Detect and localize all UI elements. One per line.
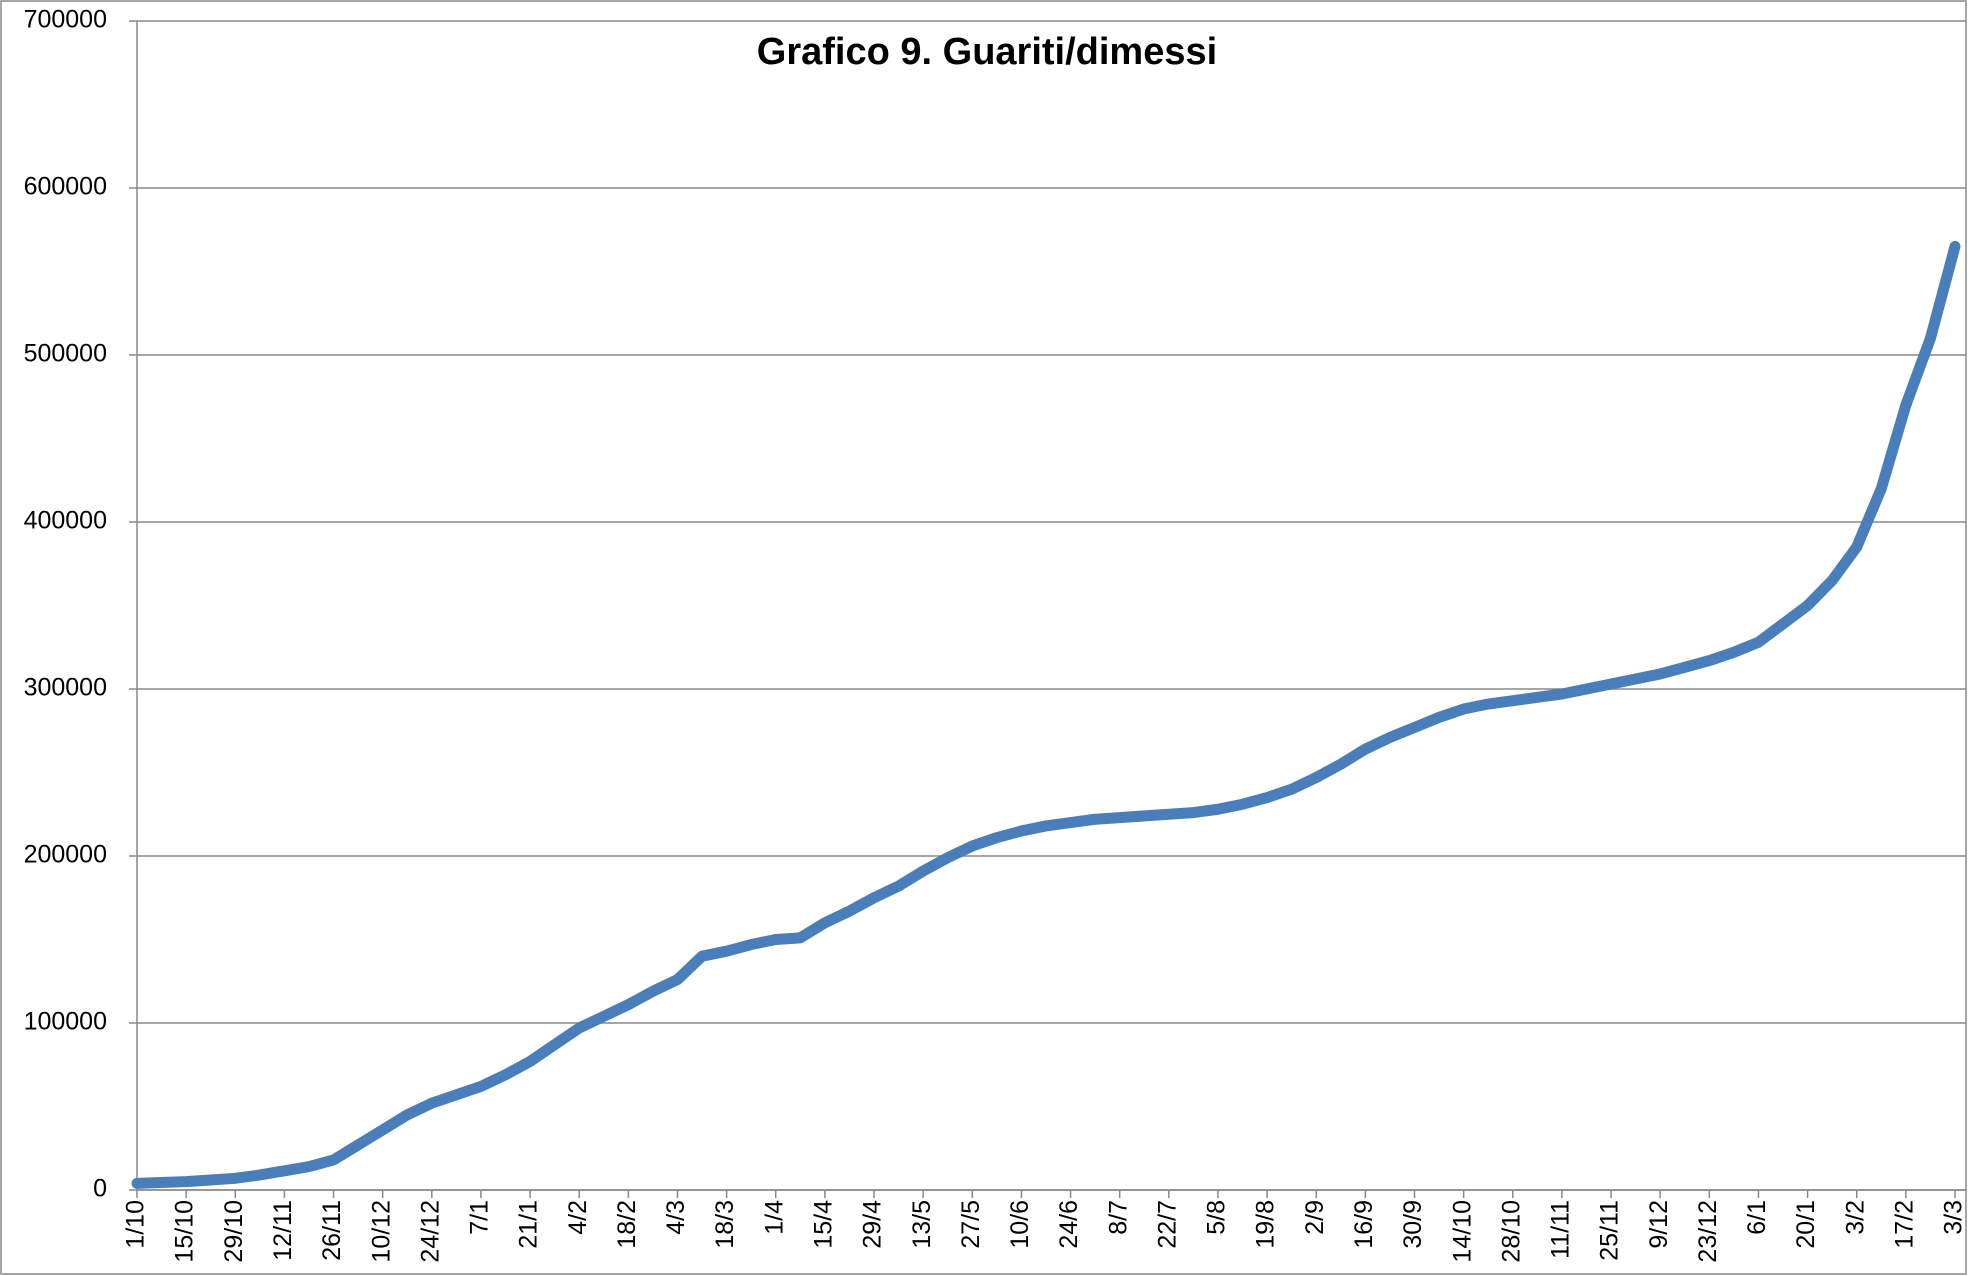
x-tick-label: 10/12 xyxy=(367,1200,395,1263)
y-tick-label: 100000 xyxy=(24,1008,107,1036)
y-tick-label: 700000 xyxy=(24,6,107,34)
x-tick-label: 12/11 xyxy=(269,1200,297,1261)
x-tick-label: 28/10 xyxy=(1497,1200,1525,1263)
x-tick-label: 16/9 xyxy=(1350,1200,1378,1249)
x-tick-label: 3/3 xyxy=(1940,1200,1968,1235)
x-tick-label: 24/6 xyxy=(1055,1200,1083,1249)
x-tick-label: 27/5 xyxy=(957,1200,985,1249)
x-tick-label: 23/12 xyxy=(1694,1200,1722,1263)
y-tick-label: 0 xyxy=(93,1175,107,1203)
x-tick-label: 18/2 xyxy=(613,1200,641,1249)
x-tick-label: 4/3 xyxy=(662,1200,690,1235)
y-tick-label: 300000 xyxy=(24,674,107,702)
x-tick-label: 25/11 xyxy=(1596,1200,1624,1261)
x-tick-label: 14/10 xyxy=(1448,1200,1476,1263)
x-tick-label: 29/10 xyxy=(220,1200,248,1263)
x-tick-label: 15/10 xyxy=(171,1200,199,1263)
x-tick-label: 10/6 xyxy=(1006,1200,1034,1249)
x-tick-label: 4/2 xyxy=(564,1200,592,1235)
x-tick-label: 3/2 xyxy=(1841,1200,1869,1235)
x-tick-label: 26/11 xyxy=(318,1200,346,1261)
y-tick-label: 500000 xyxy=(24,340,107,368)
chart-title: Grafico 9. Guariti/dimessi xyxy=(757,31,1217,73)
x-tick-label: 6/1 xyxy=(1743,1200,1771,1235)
x-tick-label: 30/9 xyxy=(1399,1200,1427,1249)
x-tick-label: 18/3 xyxy=(711,1200,739,1249)
x-tick-label: 19/8 xyxy=(1252,1200,1280,1249)
y-tick-label: 400000 xyxy=(24,507,107,535)
x-tick-label: 7/1 xyxy=(466,1200,494,1235)
x-tick-label: 1/4 xyxy=(760,1200,788,1235)
x-tick-label: 20/1 xyxy=(1792,1200,1820,1249)
x-tick-label: 15/4 xyxy=(810,1200,838,1249)
x-tick-label: 8/7 xyxy=(1104,1200,1132,1235)
x-tick-label: 2/9 xyxy=(1301,1200,1329,1235)
x-tick-label: 13/5 xyxy=(908,1200,936,1249)
x-tick-label: 11/11 xyxy=(1547,1200,1575,1259)
x-tick-label: 9/12 xyxy=(1645,1200,1673,1249)
x-tick-label: 24/12 xyxy=(416,1200,444,1263)
x-tick-label: 17/2 xyxy=(1890,1200,1918,1249)
y-tick-label: 200000 xyxy=(24,841,107,869)
y-tick-label: 600000 xyxy=(24,173,107,201)
x-tick-label: 29/4 xyxy=(859,1200,887,1249)
x-tick-label: 5/8 xyxy=(1203,1200,1231,1235)
x-tick-label: 22/7 xyxy=(1153,1200,1181,1249)
line-series xyxy=(131,240,1961,1189)
x-tick-label: 1/10 xyxy=(122,1200,150,1249)
x-tick-label: 21/1 xyxy=(515,1200,543,1249)
